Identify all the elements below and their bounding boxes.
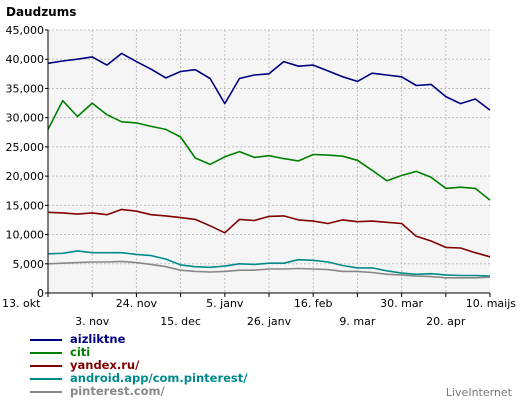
y-axis-ticks: 0 5,000 10,000 15,000 20,000 25,000 30,000 35,0… [6, 24, 48, 300]
x-tick-label: 16. feb [294, 297, 333, 310]
series-line-3 [47, 250, 491, 277]
legend-swatch [30, 391, 62, 393]
x-tick-label: 10. maijs [466, 297, 517, 310]
legend-label: pinterest.com/ [70, 384, 165, 398]
series-line-1 [47, 99, 491, 201]
y-tick-label: 0 [37, 287, 44, 300]
legend-swatch [30, 378, 62, 380]
x-tick-label: 24. nov [116, 297, 158, 310]
credit-label: LiveInternet [445, 386, 512, 399]
x-tick-label: 13. okt [2, 297, 41, 310]
series-line-2 [47, 208, 491, 258]
x-tick-label: 3. nov [75, 315, 110, 328]
legend-swatch [30, 352, 62, 354]
legend-label: yandex.ru/ [70, 358, 140, 372]
y-tick-label: 30,000 [6, 112, 45, 125]
series-line-4 [47, 260, 491, 279]
x-tick-label: 5. janv [206, 297, 244, 310]
y-tick-label: 40,000 [6, 53, 45, 66]
legend-label: aizliktne [70, 332, 126, 346]
line-chart: Daudzums 0 5,000 10,000 15,000 20,000 25,000 3… [2, 5, 516, 328]
plot-area [48, 30, 490, 293]
x-tick-label: 20. apr [426, 315, 466, 328]
y-tick-label: 35,000 [6, 82, 45, 95]
y-tick-label: 15,000 [6, 199, 45, 212]
y-tick-label: 5,000 [13, 258, 45, 271]
y-tick-label: 25,000 [6, 141, 45, 154]
x-tick-label: 30. mar [380, 297, 423, 310]
series-lines [47, 52, 491, 279]
y-tick-label: 10,000 [6, 229, 45, 242]
legend-swatch [30, 339, 62, 341]
x-tick-label: 9. mar [339, 315, 375, 328]
legend-label: citi [70, 345, 91, 359]
chart-title: Daudzums [6, 5, 76, 19]
legend-swatch [30, 365, 62, 367]
x-tick-label: 26. janv [247, 315, 292, 328]
y-tick-label: 45,000 [6, 24, 45, 37]
gridlines [48, 29, 490, 293]
series-line-0 [47, 52, 491, 111]
x-tick-label: 15. dec [160, 315, 201, 328]
legend-label: android.app/com.pinterest/ [70, 371, 248, 385]
y-tick-label: 20,000 [6, 170, 45, 183]
